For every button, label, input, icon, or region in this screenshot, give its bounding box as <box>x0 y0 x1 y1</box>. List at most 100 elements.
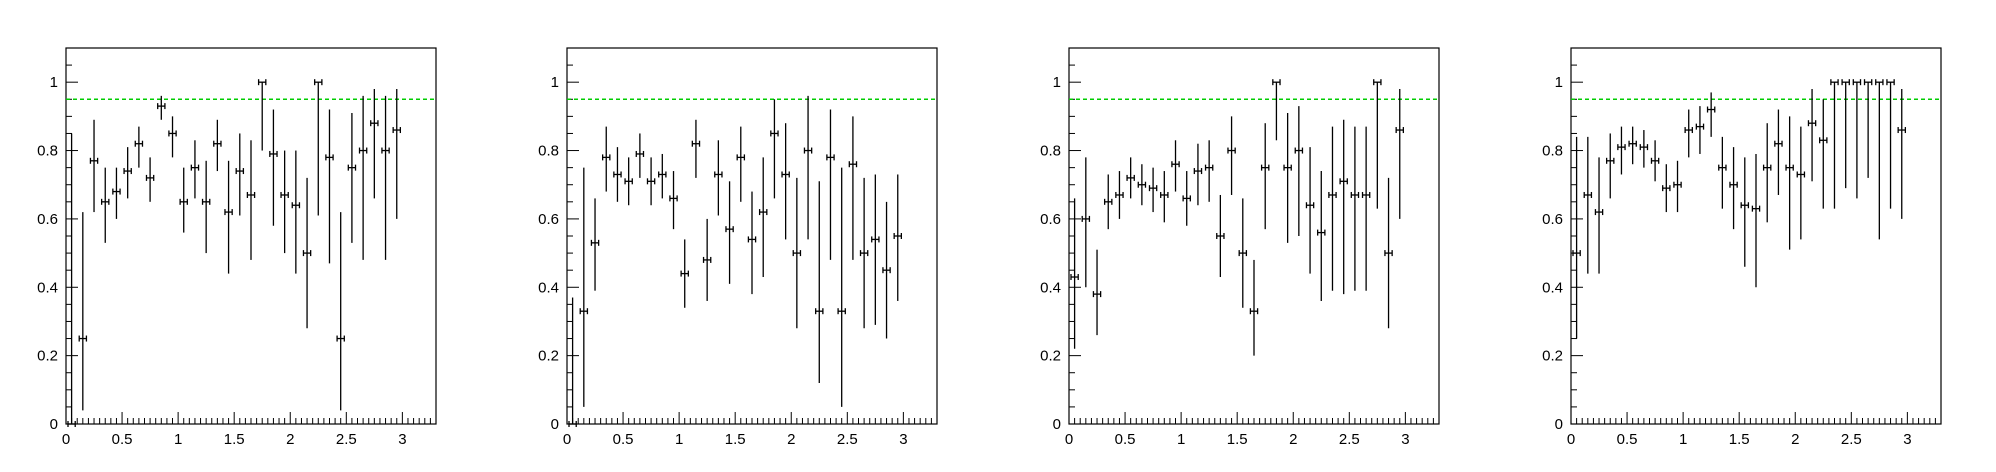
y-tick-label: 0.8 <box>538 143 559 160</box>
y-tick-label: 0.6 <box>1542 211 1563 228</box>
data-point <box>1706 92 1716 137</box>
data-point <box>579 167 589 407</box>
data-point <box>134 126 144 168</box>
data-point <box>1238 198 1248 308</box>
x-tick-label: 0 <box>1567 431 1575 448</box>
data-point <box>613 147 622 202</box>
x-tick-label: 0.5 <box>1115 431 1136 448</box>
x-tick-label: 2.5 <box>1841 431 1862 448</box>
data-point <box>1160 171 1169 223</box>
data-point <box>646 157 656 206</box>
data-point <box>1081 157 1091 288</box>
data-point <box>871 174 880 325</box>
data-point <box>590 198 600 291</box>
x-tick-label: 3 <box>899 431 907 448</box>
data-point <box>336 212 345 411</box>
x-tick-label: 3 <box>1401 431 1409 448</box>
chart-panel-1: 0 0.2 0.4 0.6 0.8 1 0 0.5 1 1.5 2 2.5 3 <box>37 47 437 448</box>
x-tick-label: 1.5 <box>224 431 245 448</box>
x-tick-label: 2.5 <box>336 431 357 448</box>
data-point <box>1830 79 1839 209</box>
data-point <box>179 167 188 233</box>
data-point <box>1137 164 1147 206</box>
data-point <box>302 177 312 329</box>
x-tick-label: 1 <box>675 431 683 448</box>
y-tick-label: 0.8 <box>1040 143 1061 160</box>
x-tick-label: 2.5 <box>1339 431 1360 448</box>
x-tick-label: 1 <box>174 431 182 448</box>
x-tick-label: 3 <box>398 431 406 448</box>
data-point <box>1070 198 1079 349</box>
data-point <box>837 167 846 407</box>
data-point <box>112 167 121 219</box>
data-point <box>1193 143 1203 206</box>
y-tick-label: 0.6 <box>37 211 58 228</box>
data-point <box>224 160 233 274</box>
data-point <box>1283 112 1292 243</box>
y-tick-label: 0.4 <box>1040 279 1061 296</box>
data-point <box>1583 136 1593 274</box>
chart-panel-4: 0 0.2 0.4 0.6 0.8 1 0 0.5 1 1.5 2 2.5 3 <box>1542 47 1942 448</box>
x-tick-label: 0 <box>1065 431 1073 448</box>
data-point <box>1182 171 1191 226</box>
data-point <box>893 174 903 301</box>
data-point <box>1204 140 1214 202</box>
data-point <box>1361 126 1371 291</box>
data-point <box>347 112 357 243</box>
data-point <box>269 109 278 226</box>
data-point <box>370 89 379 199</box>
data-point <box>201 160 211 254</box>
data-point <box>280 150 289 254</box>
data-point <box>1807 89 1817 182</box>
data-point <box>714 140 723 216</box>
y-tick-label: 0.2 <box>37 348 58 365</box>
data-point <box>1819 99 1828 209</box>
data-point <box>1249 259 1259 356</box>
data-point <box>568 297 577 427</box>
data-point <box>1227 116 1236 195</box>
data-point <box>291 150 301 274</box>
y-tick-label: 0.4 <box>1542 279 1563 296</box>
y-tick-label: 0 <box>1053 416 1061 433</box>
x-tick-label: 1.5 <box>1729 431 1750 448</box>
x-tick-label: 2 <box>787 431 795 448</box>
data-point <box>803 95 813 240</box>
x-tick-label: 0.5 <box>1617 431 1638 448</box>
data-point <box>235 133 245 216</box>
y-tick-label: 0 <box>551 416 559 433</box>
chart-panel-3: 0 0.2 0.4 0.6 0.8 1 0 0.5 1 1.5 2 2.5 3 <box>1040 47 1440 448</box>
y-tick-label: 0.4 <box>538 279 559 296</box>
plot-frame <box>1068 47 1440 425</box>
data-point <box>1148 167 1158 213</box>
data-point <box>848 116 858 260</box>
data-point <box>635 133 645 178</box>
data-point <box>213 119 222 172</box>
y-tick-label: 0.8 <box>1542 143 1563 160</box>
x-tick-label: 1 <box>1679 431 1687 448</box>
data-point <box>815 181 824 383</box>
y-tick-label: 0.6 <box>538 211 559 228</box>
data-point <box>725 181 734 284</box>
data-point <box>246 140 256 260</box>
data-point <box>1841 79 1850 189</box>
data-point <box>1863 79 1873 178</box>
x-tick-label: 1.5 <box>725 431 746 448</box>
data-point <box>314 79 323 216</box>
data-point <box>691 119 701 178</box>
data-point <box>1897 89 1907 219</box>
data-point <box>1852 79 1862 199</box>
data-point <box>1260 123 1270 230</box>
y-tick-label: 0.2 <box>538 348 559 365</box>
data-point <box>100 167 110 243</box>
data-point <box>67 133 76 427</box>
data-point <box>1684 109 1693 158</box>
data-point <box>770 99 779 199</box>
data-point <box>1328 126 1337 291</box>
data-point <box>758 157 768 278</box>
data-point <box>792 177 802 329</box>
data-point <box>1171 140 1180 192</box>
data-point <box>1729 147 1738 230</box>
data-point <box>1115 171 1124 219</box>
data-point <box>190 140 200 199</box>
data-point <box>89 119 99 213</box>
